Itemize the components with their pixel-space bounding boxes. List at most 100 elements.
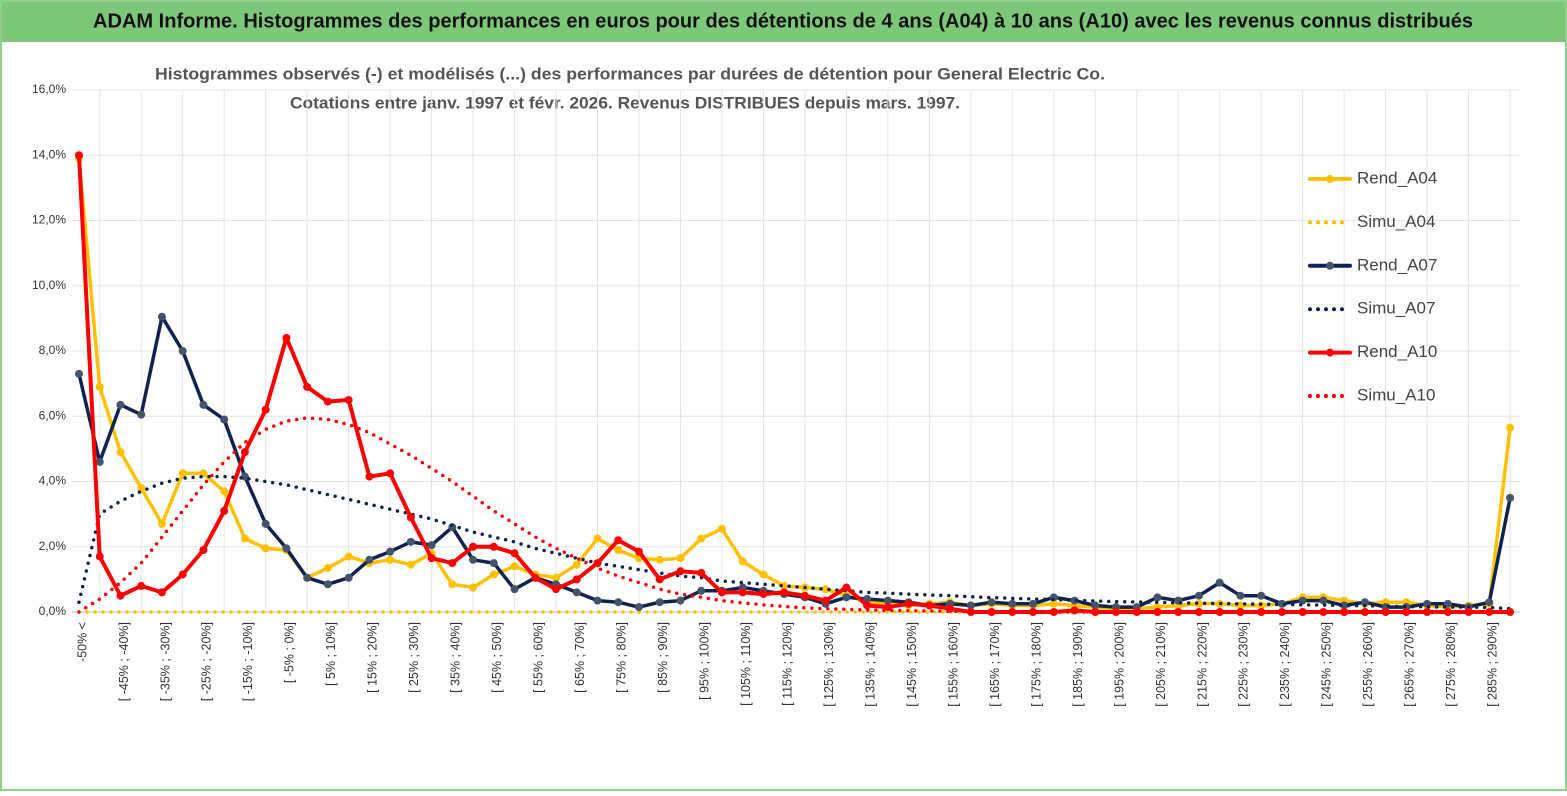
marker: [386, 547, 395, 556]
marker: [1049, 599, 1058, 608]
marker: [220, 415, 229, 424]
x-tick-label: [ 45% ; 50%]: [490, 622, 504, 693]
x-tick-label: [ 15% ; 20%]: [366, 622, 380, 693]
marker: [137, 410, 146, 419]
y-tick-label: 14,0%: [32, 147, 66, 161]
marker: [614, 536, 623, 545]
marker: [95, 382, 104, 391]
x-tick-label: [ 125% ; 130%]: [822, 622, 836, 707]
marker: [365, 472, 374, 481]
chart-title: Histogrammes observés (-) et modélisés (…: [155, 64, 1105, 83]
x-tick-label: [ 155% ; 160%]: [946, 622, 960, 707]
x-tick-label: [ 25% ; 30%]: [407, 622, 421, 693]
x-tick-label: [ -25% ; -20%]: [200, 622, 214, 701]
marker: [1070, 596, 1079, 605]
x-tick-label: [ 65% ; 70%]: [573, 622, 587, 693]
marker: [717, 524, 726, 533]
marker: [178, 469, 187, 478]
marker: [1298, 608, 1307, 616]
marker: [759, 570, 768, 579]
marker: [1008, 599, 1017, 608]
x-tick-label: [ 245% ; 250%]: [1320, 622, 1334, 707]
marker: [199, 546, 208, 555]
marker: [821, 585, 830, 594]
marker: [427, 541, 436, 550]
x-tick-label: [ 265% ; 270%]: [1403, 622, 1417, 707]
marker: [489, 542, 498, 551]
marker: [1485, 608, 1494, 616]
marker: [780, 588, 789, 597]
marker: [531, 573, 540, 582]
legend-label: Rend_A10: [1357, 342, 1437, 361]
legend-label: Simu_A04: [1357, 212, 1435, 231]
marker: [1236, 608, 1245, 616]
marker: [883, 603, 892, 612]
marker: [593, 559, 602, 568]
marker: [883, 596, 892, 605]
legend-marker: [1326, 261, 1334, 270]
x-tick-label: [ 225% ; 230%]: [1237, 622, 1251, 707]
marker: [240, 534, 249, 543]
marker: [1319, 596, 1328, 605]
x-tick-label: [ -45% ; -40%]: [117, 622, 131, 701]
marker: [261, 519, 270, 528]
marker: [697, 534, 706, 543]
marker: [1236, 591, 1245, 600]
y-tick-label: 10,0%: [32, 278, 66, 292]
x-tick-label: -50% <: [75, 622, 89, 662]
y-tick-label: 12,0%: [32, 213, 66, 227]
marker: [240, 472, 249, 481]
marker: [655, 598, 664, 607]
series-line: [77, 156, 1512, 611]
marker: [157, 312, 166, 321]
legend-marker: [1326, 348, 1334, 357]
series-line: [77, 416, 1512, 614]
marker: [1132, 608, 1141, 616]
legend-marker: [1326, 175, 1334, 183]
marker: [1506, 493, 1515, 502]
marker: [676, 554, 685, 563]
x-tick-label: [ 255% ; 260%]: [1361, 622, 1375, 707]
marker: [469, 542, 478, 551]
marker: [842, 593, 851, 602]
x-tick-label: [ 185% ; 190%]: [1071, 622, 1085, 707]
x-tick-label: [ 55% ; 60%]: [532, 622, 546, 693]
marker: [738, 557, 747, 566]
marker: [282, 333, 291, 342]
header-bar: [2, 2, 1565, 42]
legend-label: Rend_A07: [1357, 255, 1437, 274]
marker: [1443, 608, 1452, 616]
marker: [1215, 578, 1224, 587]
header-title: ADAM Informe. Histogrammes des performan…: [93, 10, 1473, 32]
marker: [199, 400, 208, 409]
marker: [386, 555, 395, 564]
marker: [966, 601, 975, 610]
marker: [1340, 608, 1349, 616]
marker: [1029, 599, 1038, 608]
marker: [75, 369, 83, 378]
marker: [1485, 598, 1494, 607]
marker: [655, 555, 664, 564]
marker: [386, 469, 395, 478]
x-tick-label: [ -15% ; -10%]: [241, 622, 255, 701]
x-tick-label: [ 285% ; 290%]: [1486, 622, 1500, 707]
marker: [178, 347, 187, 355]
marker: [240, 448, 249, 457]
marker: [593, 596, 602, 605]
marker: [261, 544, 270, 553]
marker: [323, 580, 332, 589]
marker: [572, 575, 581, 584]
marker: [510, 549, 519, 558]
marker: [157, 519, 166, 528]
x-tick-label: [ -5% ; 0%]: [283, 622, 297, 683]
x-tick-label: [ 195% ; 200%]: [1112, 622, 1126, 707]
marker: [406, 560, 415, 569]
marker: [137, 581, 146, 590]
marker: [1381, 608, 1390, 616]
x-tick-label: [ 275% ; 280%]: [1444, 622, 1458, 707]
marker: [1277, 608, 1286, 616]
marker: [261, 405, 270, 414]
marker: [220, 506, 229, 515]
